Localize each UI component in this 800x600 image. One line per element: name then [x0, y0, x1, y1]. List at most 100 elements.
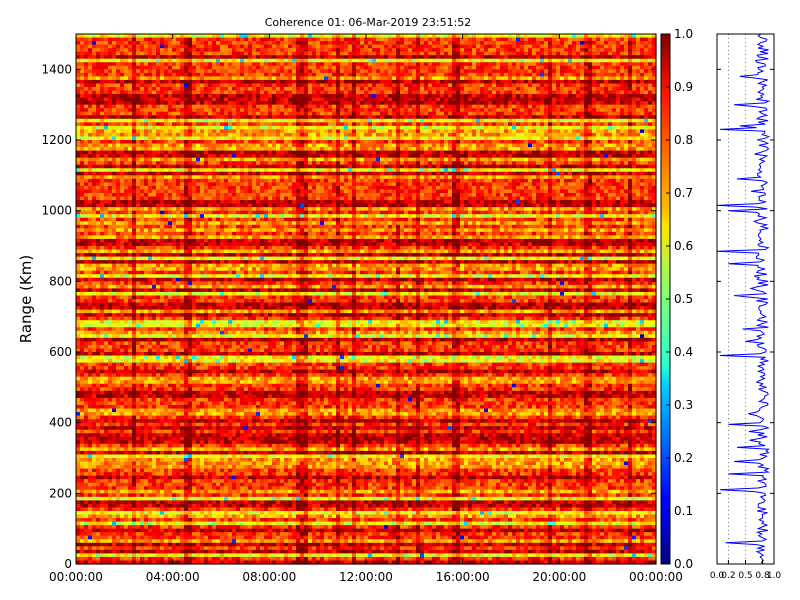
- heatmap-cell: [128, 154, 133, 159]
- heatmap-cell: [256, 58, 261, 63]
- heatmap-cell: [100, 55, 105, 60]
- heatmap-cell: [120, 44, 125, 49]
- heatmap-cell: [132, 125, 137, 130]
- heatmap-cell: [376, 132, 381, 138]
- heatmap-cell: [152, 79, 157, 85]
- heatmap-cell: [384, 101, 389, 106]
- heatmap-cell: [436, 104, 441, 109]
- heatmap-cell: [620, 79, 625, 85]
- heatmap-cell: [284, 104, 289, 109]
- heatmap-cell: [200, 58, 205, 63]
- heatmap-cell: [232, 37, 237, 42]
- heatmap-cell: [188, 136, 193, 141]
- heatmap-cell: [128, 122, 133, 127]
- heatmap-cell: [544, 72, 549, 77]
- heatmap-cell: [392, 72, 397, 77]
- heatmap-cell: [624, 62, 629, 67]
- heatmap-cell: [376, 108, 381, 113]
- heatmap-cell: [180, 41, 185, 46]
- heatmap-cell: [80, 76, 85, 81]
- heatmap-cell: [296, 58, 301, 63]
- heatmap-cell: [496, 37, 501, 42]
- heatmap-cell: [216, 72, 221, 77]
- heatmap-cell: [580, 65, 585, 70]
- heatmap-cell: [276, 34, 281, 39]
- heatmap-cell: [252, 111, 257, 116]
- heatmap-cell: [500, 125, 505, 130]
- heatmap-cell: [80, 72, 85, 77]
- heatmap-cell: [148, 72, 153, 77]
- heatmap-cell: [336, 136, 341, 141]
- heatmap-cell: [136, 147, 141, 152]
- heatmap-cell: [600, 118, 605, 123]
- heatmap-cell: [432, 140, 437, 145]
- heatmap-cell: [204, 79, 209, 85]
- heatmap-cell: [312, 58, 317, 63]
- heatmap-cell: [120, 62, 125, 67]
- heatmap-cell: [596, 79, 601, 85]
- heatmap-cell: [492, 136, 497, 141]
- heatmap-cell: [172, 115, 177, 120]
- heatmap-cell: [312, 125, 317, 130]
- heatmap-cell: [280, 104, 285, 109]
- heatmap-cell: [344, 97, 349, 102]
- heatmap-cell: [172, 69, 177, 74]
- heatmap-cell: [356, 104, 361, 109]
- heatmap-cell: [520, 129, 525, 134]
- heatmap-cell: [572, 118, 577, 123]
- heatmap-cell: [604, 51, 609, 56]
- heatmap-cell: [300, 72, 305, 77]
- heatmap-cell: [224, 111, 229, 116]
- heatmap-cell: [256, 147, 261, 152]
- heatmap-cell: [536, 37, 541, 42]
- heatmap-cell: [396, 101, 401, 106]
- heatmap-cell: [296, 87, 301, 92]
- heatmap-cell: [584, 58, 589, 63]
- heatmap-cell: [352, 104, 357, 109]
- heatmap-cell: [232, 111, 237, 116]
- heatmap-cell: [492, 108, 497, 113]
- heatmap-cell: [128, 87, 133, 92]
- heatmap-cell: [508, 76, 513, 81]
- heatmap-cell: [452, 108, 457, 113]
- heatmap-cell: [76, 108, 81, 113]
- heatmap-cell: [492, 111, 497, 116]
- heatmap-cell: [480, 132, 485, 138]
- heatmap-cell: [216, 41, 221, 46]
- heatmap-cell: [628, 122, 633, 127]
- heatmap-cell: [604, 97, 609, 102]
- heatmap-cell: [332, 115, 337, 120]
- heatmap-cell: [304, 136, 309, 141]
- heatmap-cell: [596, 72, 601, 77]
- heatmap-cell: [264, 72, 269, 77]
- heatmap-cell: [612, 122, 617, 127]
- heatmap-cell: [136, 104, 141, 109]
- heatmap-cell: [180, 140, 185, 145]
- heatmap-cell: [352, 72, 357, 77]
- heatmap-cell: [244, 58, 249, 63]
- heatmap-cell: [528, 118, 533, 123]
- heatmap-cell: [504, 115, 509, 120]
- heatmap-cell: [332, 94, 337, 99]
- heatmap-cell: [304, 140, 309, 145]
- heatmap-cell: [460, 111, 465, 116]
- heatmap-cell: [276, 104, 281, 109]
- heatmap-cell: [544, 44, 549, 49]
- heatmap-cell: [596, 108, 601, 113]
- heatmap-cell: [132, 132, 137, 138]
- heatmap-cell: [336, 125, 341, 130]
- heatmap-cell: [424, 76, 429, 81]
- heatmap-cell: [292, 72, 297, 77]
- heatmap-cell: [128, 65, 133, 70]
- heatmap-cell: [568, 44, 573, 49]
- heatmap-cell: [400, 87, 405, 92]
- heatmap-cell: [284, 90, 289, 95]
- heatmap-cell: [652, 111, 657, 116]
- heatmap-cell: [572, 79, 577, 85]
- heatmap-cell: [296, 140, 301, 145]
- heatmap-cell: [332, 72, 337, 77]
- heatmap-cell: [328, 37, 333, 42]
- heatmap-cell: [636, 122, 641, 127]
- heatmap-cell: [300, 41, 305, 46]
- heatmap-cell: [500, 101, 505, 106]
